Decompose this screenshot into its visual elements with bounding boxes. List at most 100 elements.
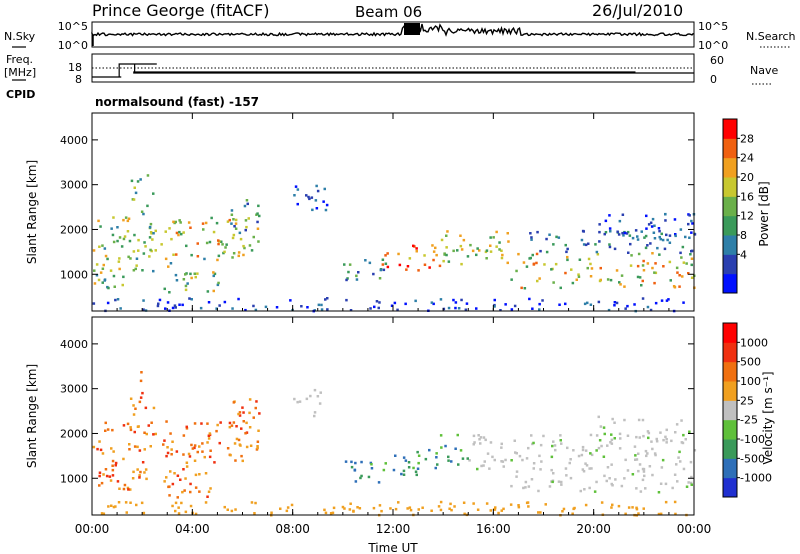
heatmap-cell <box>142 299 145 302</box>
heatmap-cell <box>254 406 257 410</box>
heatmap-cell <box>111 233 115 237</box>
heatmap-cell <box>390 304 394 307</box>
heatmap-cell <box>569 458 572 461</box>
heatmap-cell <box>319 391 322 394</box>
nave-tick-top: 60 <box>710 54 724 67</box>
heatmap-cell <box>678 450 681 454</box>
heatmap-cell <box>324 511 328 515</box>
heatmap-cell <box>112 216 115 219</box>
heatmap-cell <box>238 414 242 417</box>
heatmap-cell <box>564 243 567 247</box>
heatmap-cell <box>122 218 125 222</box>
x-tick-label: 00:00 <box>677 522 712 536</box>
heatmap-cell <box>589 275 593 278</box>
heatmap-cell <box>536 279 539 283</box>
heatmap-cell <box>101 281 104 284</box>
heatmap-cell <box>406 265 410 268</box>
heatmap-cell <box>428 448 431 452</box>
heatmap-cell <box>587 242 590 245</box>
heatmap-cell <box>498 241 501 244</box>
heatmap-cell <box>165 454 168 458</box>
heatmap-cell <box>626 469 630 472</box>
heatmap-cell <box>682 301 685 304</box>
heatmap-cell <box>165 476 168 479</box>
heatmap-cell <box>513 439 516 442</box>
heatmap-cell <box>530 236 533 239</box>
heatmap-cell <box>139 379 143 383</box>
heatmap-cell <box>551 444 554 448</box>
heatmap-cell <box>386 265 390 269</box>
heatmap-cell <box>625 232 629 235</box>
heatmap-cell <box>152 406 156 410</box>
heatmap-cell <box>690 231 693 234</box>
heatmap-cell <box>239 444 242 447</box>
colorbar-tick-label: 12 <box>740 210 754 223</box>
heatmap-cell <box>450 508 453 512</box>
heatmap-cell <box>532 462 536 465</box>
heatmap-cell <box>234 459 237 462</box>
heatmap-cell <box>193 422 197 425</box>
nsky-tick-top: 10^5 <box>58 20 88 33</box>
heatmap-cell <box>125 511 128 514</box>
heatmap-cell <box>572 507 575 511</box>
power-frame <box>91 112 695 312</box>
heatmap-cell <box>642 259 645 263</box>
heatmap-cell <box>515 452 518 455</box>
heatmap-cell <box>693 449 697 452</box>
heatmap-cell <box>232 233 236 237</box>
heatmap-cell <box>439 508 443 512</box>
heatmap-cell <box>241 459 244 463</box>
heatmap-cell <box>423 254 426 257</box>
heatmap-cell <box>610 463 613 466</box>
heatmap-cell <box>641 467 645 471</box>
heatmap-cell <box>673 500 677 504</box>
heatmap-cell <box>637 418 641 422</box>
heatmap-cell <box>641 279 644 283</box>
heatmap-cell <box>156 304 160 308</box>
heatmap-cell <box>480 464 483 468</box>
heatmap-cell <box>323 508 326 512</box>
heatmap-cell <box>97 219 100 223</box>
heatmap-cell <box>416 450 419 454</box>
heatmap-cell <box>417 269 420 272</box>
heatmap-cell <box>579 489 582 493</box>
heatmap-cell <box>126 486 130 490</box>
heatmap-cell <box>637 469 640 473</box>
heatmap-cell <box>623 418 626 422</box>
heatmap-cell <box>215 307 218 310</box>
heatmap-cell <box>552 243 555 246</box>
heatmap-cell <box>564 271 567 275</box>
heatmap-cell <box>171 504 174 508</box>
heatmap-cell <box>432 250 436 253</box>
heatmap-cell <box>228 425 232 429</box>
heatmap-cell <box>688 430 691 433</box>
heatmap-cell <box>264 305 268 309</box>
heatmap-cell <box>618 281 621 284</box>
colorbar-swatch <box>723 400 737 421</box>
x-tick-label: 16:00 <box>476 522 511 536</box>
heatmap-cell <box>608 243 611 246</box>
heatmap-cell <box>320 308 324 311</box>
heatmap-cell <box>545 250 549 254</box>
heatmap-cell <box>478 249 481 252</box>
heatmap-cell <box>681 441 685 445</box>
colorbar-tick-label: 4 <box>740 248 747 261</box>
power-heatmap <box>92 174 697 313</box>
heatmap-cell <box>198 490 201 493</box>
heatmap-cell <box>308 197 311 201</box>
heatmap-cell <box>140 210 144 213</box>
heatmap-cell <box>541 299 544 302</box>
heatmap-cell <box>682 467 686 471</box>
heatmap-cell <box>207 437 211 440</box>
heatmap-cell <box>135 257 139 260</box>
heatmap-cell <box>151 238 154 241</box>
heatmap-cell <box>684 438 687 441</box>
heatmap-cell <box>650 440 653 443</box>
heatmap-cell <box>524 480 528 484</box>
heatmap-cell <box>217 239 220 242</box>
heatmap-cell <box>136 468 139 471</box>
heatmap-cell <box>230 424 234 427</box>
heatmap-cell <box>595 480 598 484</box>
heatmap-cell <box>668 241 672 244</box>
heatmap-cell <box>323 187 326 191</box>
